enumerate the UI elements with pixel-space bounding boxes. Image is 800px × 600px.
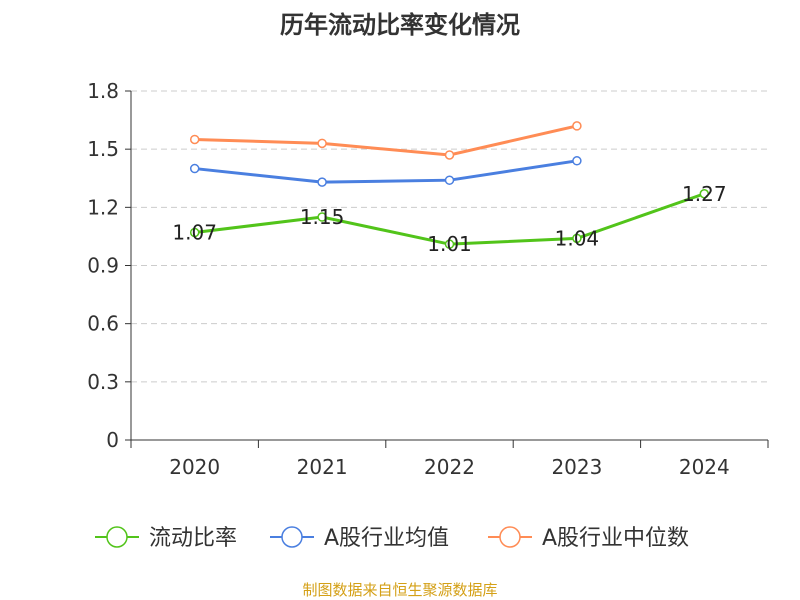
data-point bbox=[444, 150, 455, 160]
y-tick-label: 0.9 bbox=[87, 254, 119, 278]
legend-label: A股行业中位数 bbox=[542, 526, 689, 551]
x-tick-label: 2020 bbox=[169, 455, 220, 479]
legend-label: 流动比率 bbox=[149, 526, 237, 551]
data-point bbox=[189, 163, 200, 174]
data-point bbox=[317, 212, 327, 222]
x-tick-label: 2021 bbox=[297, 455, 348, 479]
chart-title: 历年流动比率变化情况 bbox=[280, 11, 520, 39]
data-label: 1.04 bbox=[555, 226, 600, 250]
legend-marker bbox=[281, 526, 303, 548]
series-line bbox=[194, 159, 578, 184]
data-point bbox=[572, 121, 582, 131]
data-point bbox=[189, 227, 200, 238]
y-tick-label: 1.2 bbox=[87, 195, 119, 219]
data-point bbox=[189, 134, 200, 145]
data-label: 1.27 bbox=[682, 182, 727, 206]
data-point bbox=[572, 233, 582, 244]
series-line bbox=[194, 124, 578, 157]
x-tick-label: 2023 bbox=[551, 455, 602, 479]
x-tick-label: 2024 bbox=[679, 455, 730, 479]
data-label: 1.15 bbox=[300, 205, 345, 229]
legend-label: A股行业均值 bbox=[324, 526, 449, 551]
legend-marker bbox=[499, 526, 521, 548]
data-point bbox=[317, 138, 327, 149]
y-tick-label: 0 bbox=[106, 428, 119, 452]
source-note: 制图数据来自恒生聚源数据库 bbox=[302, 581, 497, 599]
data-point bbox=[444, 175, 455, 185]
legend-marker bbox=[106, 526, 128, 548]
data-point bbox=[572, 156, 582, 166]
y-tick-label: 1.8 bbox=[87, 79, 119, 103]
data-point bbox=[317, 177, 327, 187]
x-tick-label: 2022 bbox=[424, 455, 475, 479]
data-label: 1.01 bbox=[427, 232, 472, 256]
data-point bbox=[444, 239, 455, 249]
data-point bbox=[699, 189, 710, 199]
data-label: 1.07 bbox=[172, 221, 217, 245]
y-tick-label: 0.3 bbox=[87, 370, 119, 394]
y-tick-label: 1.5 bbox=[87, 137, 119, 161]
y-tick-label: 0.6 bbox=[87, 312, 119, 336]
